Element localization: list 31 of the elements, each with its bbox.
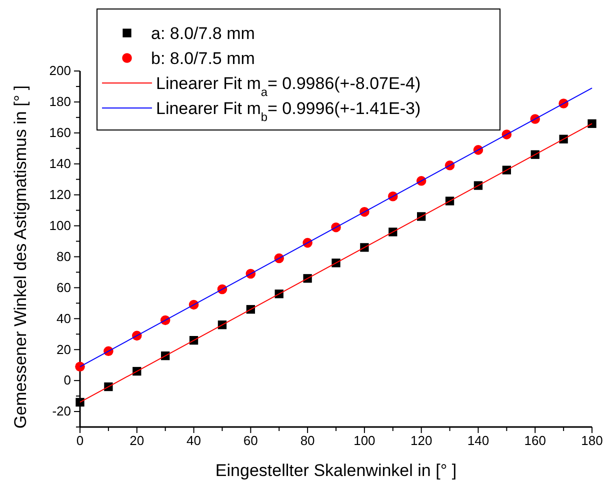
legend-label: a: 8.0/7.8 mm — [151, 24, 255, 43]
y-tick-label: 40 — [56, 310, 71, 326]
x-tick-label: 80 — [300, 433, 315, 448]
legend-label: b: 8.0/7.5 mm — [151, 49, 255, 68]
y-tick-label: 120 — [49, 186, 71, 202]
x-tick-label: 100 — [354, 433, 376, 448]
y-tick-label: 80 — [56, 248, 71, 264]
y-tick-label: 60 — [56, 280, 71, 295]
y-tick-label: 20 — [56, 342, 71, 357]
x-tick-label: 60 — [243, 433, 258, 448]
point — [75, 362, 85, 372]
x-tick-label: 160 — [524, 433, 546, 448]
legend-label: Linearer Fit m$_{b}$= 0.9996(+-1.41E-3) — [156, 99, 421, 124]
x-tick-label: 40 — [186, 433, 202, 448]
x-tick-label: 140 — [467, 433, 490, 448]
y-tick-label: -20 — [52, 404, 71, 419]
y-tick-label: 100 — [49, 218, 71, 233]
y-tick-label: 0 — [64, 372, 71, 388]
x-tick-label: 0 — [76, 433, 84, 448]
y-axis-title: Gemessener Winkel des Astigmatismus in [° ] — [11, 85, 30, 429]
y-tick-label: 180 — [49, 94, 71, 110]
point — [588, 119, 596, 128]
x-tick-label: 20 — [130, 433, 144, 448]
x-tick-label: 120 — [410, 433, 432, 448]
legend-label: Linearer Fit m$_{a}$= 0.9986(+-8.07E-4) — [156, 74, 421, 99]
y-tick-label: 140 — [49, 156, 71, 172]
y-tick-label: 200 — [49, 63, 71, 78]
point — [76, 398, 84, 407]
x-tick-label: 180 — [581, 433, 603, 448]
x-axis-title: Eingestellter Skalenwinkel in [° ] — [215, 461, 457, 480]
y-tick-label: 160 — [49, 125, 71, 140]
